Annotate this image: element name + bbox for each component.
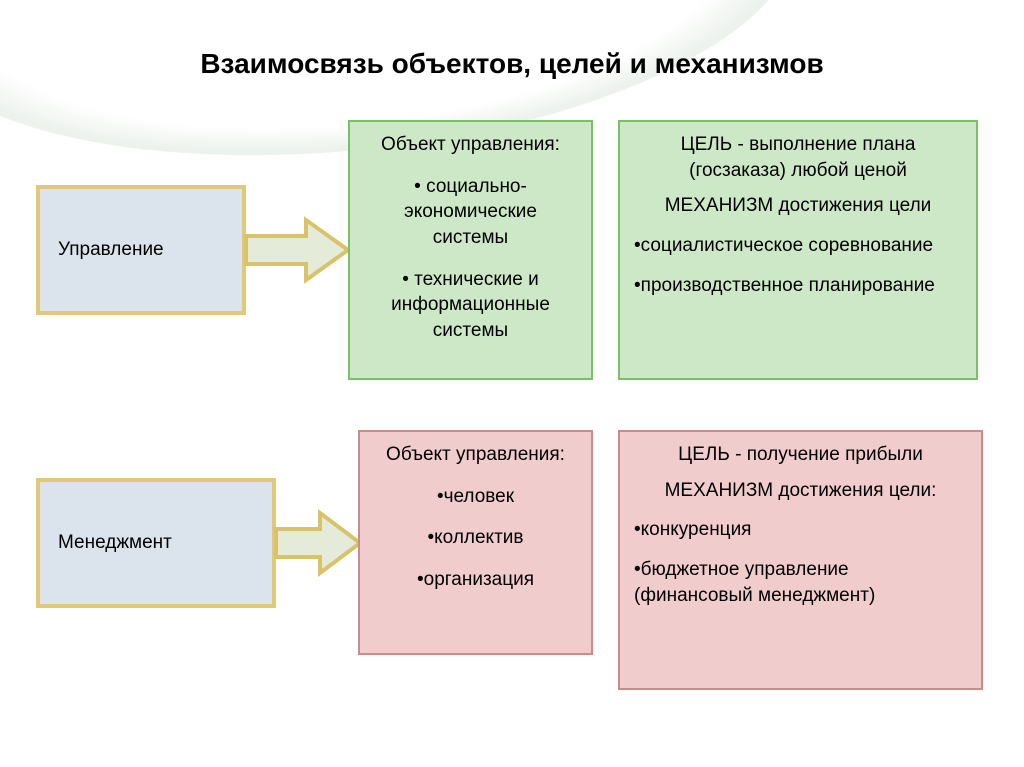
goal-item: •бюджетное управление (финансовый менедж…	[634, 557, 967, 608]
goal-line: ЦЕЛЬ - выполнение плана (госзаказа) любо…	[634, 132, 962, 183]
object-head: Объект управления:	[364, 132, 577, 158]
object-head: Объект управления:	[374, 442, 577, 468]
arrow-icon	[274, 507, 364, 579]
page-title: Взаимосвязь объектов, целей и механизмов	[0, 48, 1024, 80]
source-box-menedzhment: Менеджмент	[36, 478, 276, 608]
object-item: •человек	[374, 484, 577, 510]
goal-box-menedzhment: ЦЕЛЬ - получение прибыли МЕХАНИЗМ достиж…	[618, 430, 983, 690]
goal-line: ЦЕЛЬ - получение прибыли	[634, 442, 967, 468]
goal-item: •конкуренция	[634, 517, 967, 543]
goal-item: •производственное планирование	[634, 273, 962, 299]
goal-box-management: ЦЕЛЬ - выполнение плана (госзаказа) любо…	[618, 120, 978, 380]
arrow-icon	[244, 214, 354, 286]
object-item: • социально-экономические системы	[364, 174, 577, 251]
mechanism-line: МЕХАНИЗМ достижения цели	[634, 193, 962, 219]
object-box-menedzhment: Объект управления: •человек •коллектив •…	[358, 430, 593, 655]
object-box-management: Объект управления: • социально-экономиче…	[348, 120, 593, 380]
object-item: • технические и информационные системы	[364, 267, 577, 344]
source-box-management: Управление	[36, 185, 246, 315]
source-label: Управление	[58, 237, 164, 263]
object-item: •коллектив	[374, 525, 577, 551]
goal-item: •социалистическое соревнование	[634, 233, 962, 259]
source-label: Менеджмент	[58, 530, 172, 556]
object-item: •организация	[374, 567, 577, 593]
mechanism-line: МЕХАНИЗМ достижения цели:	[634, 478, 967, 504]
